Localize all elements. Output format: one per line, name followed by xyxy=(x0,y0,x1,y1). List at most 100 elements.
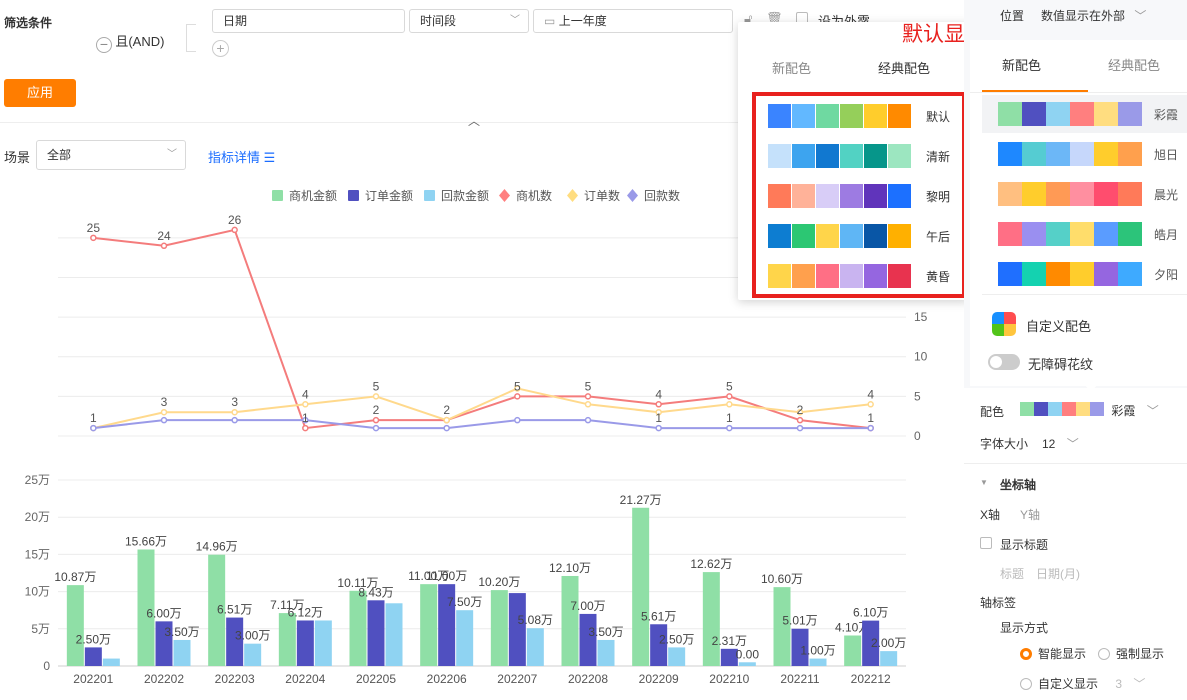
line-point xyxy=(302,416,309,424)
show-title-checkbox[interactable] xyxy=(980,537,992,549)
line-point xyxy=(231,416,238,424)
popup-scheme-0[interactable]: 默认 xyxy=(768,104,968,128)
color-swatch xyxy=(1118,262,1142,286)
series-line xyxy=(93,419,871,430)
bar-data-label: 5.08万 xyxy=(518,613,553,627)
bar xyxy=(791,628,809,666)
color-swatch xyxy=(1094,182,1118,206)
color-swatch xyxy=(864,224,887,248)
bar xyxy=(173,639,191,666)
scheme-name: 黄昏 xyxy=(926,270,951,284)
line-data-label: 5 xyxy=(585,379,592,393)
sidebar-scheme-0[interactable]: 彩霞 xyxy=(998,102,1187,126)
bar-data-label: 10.20万 xyxy=(478,575,520,589)
divider xyxy=(0,122,960,123)
line-data-label: 26 xyxy=(228,213,242,227)
color-swatch xyxy=(768,264,791,288)
caret-down-icon[interactable]: ▼ xyxy=(980,478,988,487)
line-point xyxy=(655,424,662,432)
logic-bracket xyxy=(186,24,196,52)
line-data-label: 1 xyxy=(302,411,309,425)
line-data-label: 3 xyxy=(161,395,168,409)
bar xyxy=(526,628,544,666)
sidebar-scheme-1[interactable]: 旭日 xyxy=(998,142,1187,166)
bar-y-tick: 5万 xyxy=(31,622,50,636)
bar xyxy=(367,600,385,666)
line-data-label: 1 xyxy=(655,411,662,425)
bar xyxy=(579,613,597,666)
smart-radio[interactable]: 智能显示 xyxy=(1020,645,1086,662)
radio-icon xyxy=(1098,648,1110,660)
bar xyxy=(456,610,474,666)
color-swatch xyxy=(1118,142,1142,166)
collapse-icon[interactable]: ︿ xyxy=(468,114,481,128)
color-swatch xyxy=(998,222,1022,246)
title-label: 标题 xyxy=(1000,567,1025,581)
line-data-label: 5 xyxy=(373,379,380,393)
mini-swatch xyxy=(1034,402,1048,416)
sidebar-scheme-2[interactable]: 晨光 xyxy=(998,182,1187,206)
line-point xyxy=(796,408,804,416)
fontsize-select[interactable]: 12 ﹀ xyxy=(1042,435,1079,452)
color-swatch xyxy=(1070,222,1094,246)
color-swatch xyxy=(840,144,863,168)
field-select[interactable]: 日期 xyxy=(212,9,405,33)
color-select[interactable]: 彩霞 ﹀ xyxy=(1020,402,1159,418)
radio-selected-icon xyxy=(1020,648,1032,660)
popup-scheme-1[interactable]: 清新 xyxy=(768,144,968,168)
sidebar-tab-new[interactable]: 新配色 xyxy=(1002,58,1042,73)
scene-select[interactable]: 全部 ﹀ xyxy=(36,140,186,170)
popup-scheme-2[interactable]: 黎明 xyxy=(768,184,968,208)
lock-icon[interactable]: 🔓︎ xyxy=(744,11,753,26)
bar xyxy=(738,662,756,666)
force-radio[interactable]: 强制显示 xyxy=(1098,645,1164,662)
metrics-link[interactable]: 指标详情 ☰ xyxy=(208,147,275,166)
scheme-name: 清新 xyxy=(926,150,951,164)
custom-color-option[interactable]: 自定义配色 xyxy=(1026,319,1092,334)
bar xyxy=(597,639,615,666)
line-data-label: 5 xyxy=(514,379,521,393)
apply-button[interactable]: 应用 xyxy=(4,79,76,107)
line-point xyxy=(302,424,309,432)
date-range-input[interactable]: ▭ 上一年度 xyxy=(533,9,733,33)
popup-scheme-3[interactable]: 午后 xyxy=(768,224,968,248)
minus-icon[interactable]: − xyxy=(96,37,112,53)
bar-data-label: 2.00万 xyxy=(871,636,906,650)
popup-tab-classic[interactable]: 经典配色 xyxy=(878,61,931,76)
x-tick-label: 202201 xyxy=(73,672,113,686)
accessible-toggle[interactable] xyxy=(988,354,1020,370)
popup-scheme-4[interactable]: 黄昏 xyxy=(768,264,968,288)
sidebar-scheme-4[interactable]: 夕阳 xyxy=(998,262,1187,286)
color-swatch xyxy=(768,104,791,128)
x-axis-tab[interactable]: X轴 xyxy=(980,508,1001,522)
legend-marker xyxy=(567,189,578,202)
bar xyxy=(208,554,226,666)
add-condition-icon[interactable]: + xyxy=(212,40,229,57)
color-swatch xyxy=(864,264,887,288)
scene-value: 全部 xyxy=(47,148,72,162)
popup-tab-new[interactable]: 新配色 xyxy=(772,61,812,76)
title-value: 日期(月) xyxy=(1036,567,1080,581)
period-select[interactable]: 时间段 ﹀ xyxy=(409,9,529,33)
sidebar-tab-underline xyxy=(982,90,1088,92)
bar xyxy=(650,624,668,666)
custom-display-radio[interactable]: 自定义显示 3 ﹀ xyxy=(1020,675,1145,692)
bar-y-tick: 10万 xyxy=(25,585,50,599)
line-data-label: 2 xyxy=(797,403,804,417)
logic-toggle[interactable]: − 且(AND) xyxy=(96,31,164,53)
color-swatch xyxy=(1070,102,1094,126)
legend-label: 回款数 xyxy=(644,188,680,203)
y-axis-tab[interactable]: Y轴 xyxy=(1020,508,1041,522)
bar xyxy=(420,584,438,666)
bar xyxy=(809,658,827,666)
bar-data-label: 6.12万 xyxy=(288,605,323,619)
legend-marker xyxy=(627,189,638,202)
bar xyxy=(561,575,579,666)
position-select[interactable]: 数值显示在外部 ﹀ xyxy=(1041,7,1146,24)
x-tick-label: 202207 xyxy=(497,672,537,686)
x-tick-label: 202202 xyxy=(144,672,184,686)
line-point xyxy=(231,408,238,416)
color-swatch xyxy=(1070,182,1094,206)
sidebar-tab-classic[interactable]: 经典配色 xyxy=(1108,58,1161,73)
sidebar-scheme-3[interactable]: 皓月 xyxy=(998,222,1187,246)
